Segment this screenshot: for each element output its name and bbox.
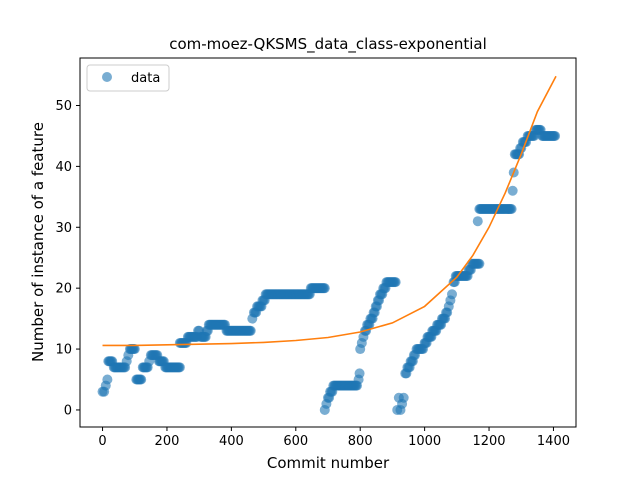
chart-title: com-moez-QKSMS_data_class-exponential xyxy=(169,35,487,54)
plot-frame xyxy=(79,57,577,428)
x-tick-label: 0 xyxy=(98,434,106,449)
y-tick-label: 10 xyxy=(55,343,72,358)
data-point xyxy=(474,258,485,269)
data-point xyxy=(506,204,517,215)
data-point xyxy=(102,374,113,385)
y-tick-label: 0 xyxy=(64,403,72,418)
x-axis-label: Commit number xyxy=(267,454,390,472)
x-tick-label: 200 xyxy=(155,434,180,449)
data-point xyxy=(174,362,185,373)
legend: data xyxy=(86,64,170,92)
x-tick-label: 800 xyxy=(348,434,373,449)
data-point xyxy=(398,392,409,403)
y-tick-label: 30 xyxy=(55,221,72,236)
legend-data-marker xyxy=(102,72,112,82)
x-tick-label: 1200 xyxy=(472,434,505,449)
x-tick-label: 600 xyxy=(283,434,308,449)
legend-box xyxy=(86,64,170,92)
data-point xyxy=(507,185,518,196)
legend-data-label: data xyxy=(131,71,160,86)
y-tick-label: 40 xyxy=(55,160,72,175)
x-tick-label: 1400 xyxy=(537,434,570,449)
data-point xyxy=(447,289,457,300)
data-point xyxy=(550,130,561,141)
data-point xyxy=(354,368,365,379)
data-point xyxy=(136,374,147,385)
data-point xyxy=(472,216,483,227)
y-axis-label: Number of instance of a feature xyxy=(29,122,47,362)
fit-line xyxy=(102,75,557,347)
x-tick-label: 400 xyxy=(219,434,244,449)
data-point xyxy=(129,344,140,355)
y-tick-label: 20 xyxy=(55,282,72,297)
plot-marks xyxy=(97,75,561,415)
y-tick-label: 50 xyxy=(55,99,72,114)
x-tick-label: 1000 xyxy=(408,434,441,449)
data-point xyxy=(319,283,330,294)
data-point xyxy=(245,325,256,336)
data-point xyxy=(390,277,401,288)
axis-ticks: 0 200 400 600 800 1000 1200 1400 0 10 20 30 40 50 xyxy=(55,99,570,449)
